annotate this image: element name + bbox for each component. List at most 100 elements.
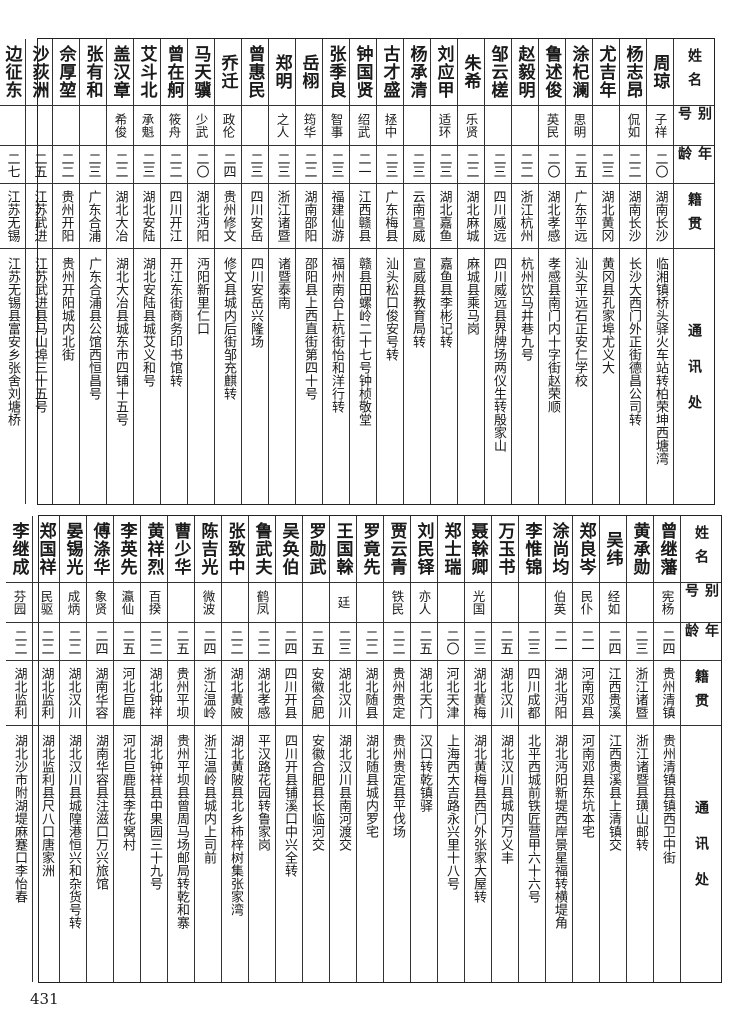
cell-age: 二三 bbox=[519, 623, 545, 661]
cell-native: 湖北钟祥 bbox=[141, 661, 167, 726]
cell-native: 湖北黄冈 bbox=[593, 184, 619, 249]
cell-age: 二一 bbox=[350, 146, 376, 184]
person-column: 鲁述俊 英民 二〇 湖北孝感 孝感县南门内十字街赵荣顺 bbox=[538, 39, 565, 504]
cell-native: 贵州清镇 bbox=[654, 661, 680, 726]
cell-native: 四川威远 bbox=[485, 184, 511, 249]
cell-address: 湖南华容县注滋口万兴旅馆 bbox=[93, 734, 108, 890]
cell-age: 二三 bbox=[80, 146, 106, 184]
cell-age: 二三 bbox=[377, 146, 403, 184]
cell-address: 嘉鱼县李彬记转 bbox=[437, 257, 452, 348]
cell-alias bbox=[492, 583, 518, 623]
cell-alias: 微波 bbox=[195, 583, 221, 623]
cell-age: 二五 bbox=[26, 146, 52, 184]
cell-alias bbox=[519, 583, 545, 623]
roster-table-bottom: 姓名 别号 年龄 籍贯 通讯处 曾继藩 宪杨 二四 贵州清镇 贵州清镇县镇西卫中街 黄承勋 二三 浙江诸… bbox=[6, 515, 722, 983]
cell-address: 安徽合肥县长临河交 bbox=[309, 734, 324, 851]
person-column: 杨志昂 侃如 二二 湖南长沙 长沙大西门外正街德昌公司转 bbox=[619, 39, 646, 504]
cell-age: 二一 bbox=[546, 623, 572, 661]
cell-name: 聂榦卿 bbox=[465, 516, 491, 583]
cell-age: 二二 bbox=[60, 623, 86, 661]
cell-native: 贵州修文 bbox=[215, 184, 241, 249]
cell-name: 张有和 bbox=[80, 39, 106, 106]
person-column: 李继成 芬园 二二 湖北监利 湖北沙市附湖堤麻蹇口李怡春 bbox=[6, 516, 32, 982]
cell-age: 二三 bbox=[330, 623, 356, 661]
cell-address: 汉口转乾镇驿 bbox=[417, 734, 432, 812]
cell-address: 修文县城内后街邹充麒转 bbox=[221, 257, 236, 400]
cell-alias bbox=[168, 583, 194, 623]
cell-age: 二四 bbox=[276, 623, 302, 661]
cell-alias: 政伦 bbox=[215, 106, 241, 146]
cell-native: 湖北孝感 bbox=[249, 661, 275, 726]
header-age: 年龄 bbox=[674, 146, 714, 184]
cell-address: 平汉路花园转鲁家岗 bbox=[255, 734, 270, 851]
cell-name: 黄祥烈 bbox=[141, 516, 167, 583]
cell-name: 涂尚均 bbox=[546, 516, 572, 583]
cell-alias: 承魁 bbox=[134, 106, 160, 146]
person-column: 佘厚堃 二二 贵州开阳 贵州开阳城内北街 bbox=[52, 39, 79, 504]
cell-native: 湖北沔阳 bbox=[188, 184, 214, 249]
person-column: 涂杞澜 思明 二五 广东平远 汕头平远石正安仁学校 bbox=[565, 39, 592, 504]
person-column: 晏锡光 成炳 二二 湖北汉川 湖北汉川县城隍港恒兴和杂货号转 bbox=[59, 516, 86, 982]
cell-name: 郑国祥 bbox=[33, 516, 59, 583]
cell-native: 湖北汉川 bbox=[492, 661, 518, 726]
cell-age: 二三 bbox=[627, 623, 653, 661]
cell-address: 湖北沙市附湖堤麻蹇口李怡春 bbox=[12, 734, 27, 903]
cell-name: 罗竟先 bbox=[357, 516, 383, 583]
cell-alias: 希俊 bbox=[107, 106, 133, 146]
header-native: 籍贯 bbox=[681, 661, 721, 726]
cell-age: 二二 bbox=[222, 623, 248, 661]
cell-age: 二四 bbox=[195, 623, 221, 661]
cell-alias: 伯英 bbox=[546, 583, 572, 623]
cell-age: 二五 bbox=[303, 623, 329, 661]
cell-native: 湖北黄梅 bbox=[465, 661, 491, 726]
cell-alias bbox=[222, 583, 248, 623]
cell-alias: 宪杨 bbox=[654, 583, 680, 623]
person-column: 吴纬 经如 二四 江西贵溪 江西贵溪县上清镇交 bbox=[599, 516, 626, 982]
header-native: 籍贯 bbox=[674, 184, 714, 249]
cell-name: 乔迁 bbox=[215, 39, 241, 106]
cell-address: 湖北汉川县城隍港恒兴和杂货号转 bbox=[66, 734, 81, 929]
cell-name: 曾惠民 bbox=[242, 39, 268, 106]
cell-name: 晏锡光 bbox=[60, 516, 86, 583]
person-column: 朱希 乐贤 二二 湖北麻城 麻城县乘马岗 bbox=[457, 39, 484, 504]
cell-native: 湖南长沙 bbox=[647, 184, 673, 249]
cell-address: 麻城县乘马岗 bbox=[464, 257, 479, 335]
cell-name: 刘民铎 bbox=[411, 516, 437, 583]
cell-native: 浙江温岭 bbox=[195, 661, 221, 726]
cell-age: 二四 bbox=[215, 146, 241, 184]
cell-native: 江苏无锡 bbox=[0, 184, 25, 249]
cell-alias bbox=[0, 106, 25, 146]
cell-age: 二二 bbox=[53, 146, 79, 184]
cell-address: 浙江诸暨县璜山邮转 bbox=[633, 734, 648, 851]
cell-address: 贵州开阳城内北街 bbox=[59, 257, 74, 361]
cell-age: 二三 bbox=[242, 146, 268, 184]
person-column: 边征东 二七 江苏无锡 江苏无锡县富安乡张舍刘塘桥 bbox=[0, 39, 25, 504]
cell-alias bbox=[404, 106, 430, 146]
cell-address: 上海西大吉路永兴里十八号 bbox=[444, 734, 459, 890]
cell-address: 湖北安陆县城艾义和号 bbox=[140, 257, 155, 387]
person-column: 尤吉年 二三 湖北黄冈 黄冈县孔家埠尤义大 bbox=[592, 39, 619, 504]
cell-name: 傅涤华 bbox=[87, 516, 113, 583]
person-column: 郑良岑 民仆 二一 河南邓县 河南邓县东坑本宅 bbox=[572, 516, 599, 982]
cell-alias: 筠华 bbox=[296, 106, 322, 146]
cell-native: 四川成都 bbox=[519, 661, 545, 726]
cell-age: 二二 bbox=[512, 146, 538, 184]
person-column: 傅涤华 象贤 二四 湖南华容 湖南华容县注滋口万兴旅馆 bbox=[86, 516, 113, 982]
cell-name: 郑士瑞 bbox=[438, 516, 464, 583]
cell-alias bbox=[53, 106, 79, 146]
cell-address: 江苏武进县马山埠三十五号 bbox=[32, 257, 47, 413]
cell-alias: 经如 bbox=[600, 583, 626, 623]
cell-address: 沔阳新里仁口 bbox=[194, 257, 209, 335]
cell-address: 湖北监利县尺八口唐家洲 bbox=[39, 734, 54, 877]
cell-name: 边征东 bbox=[0, 39, 25, 106]
cell-address: 河南邓县东坑本宅 bbox=[579, 734, 594, 838]
cell-alias: 象贤 bbox=[87, 583, 113, 623]
cell-name: 贾云青 bbox=[384, 516, 410, 583]
person-column: 古才盛 拯中 二三 广东梅县 汕头松口俊安号转 bbox=[376, 39, 403, 504]
cell-alias: 廷 bbox=[330, 583, 356, 623]
cell-age: 二〇 bbox=[438, 623, 464, 661]
roster-table-top: 姓名 别号 年龄 籍贯 通讯处 周琼 子祥 二〇 湖南长沙 临湘镇桥头驿火车站转柏荣坤西塘湾 杨志昂… bbox=[0, 38, 715, 505]
cell-native: 江西赣县 bbox=[350, 184, 376, 249]
cell-alias: 少武 bbox=[188, 106, 214, 146]
cell-name: 王国榦 bbox=[330, 516, 356, 583]
